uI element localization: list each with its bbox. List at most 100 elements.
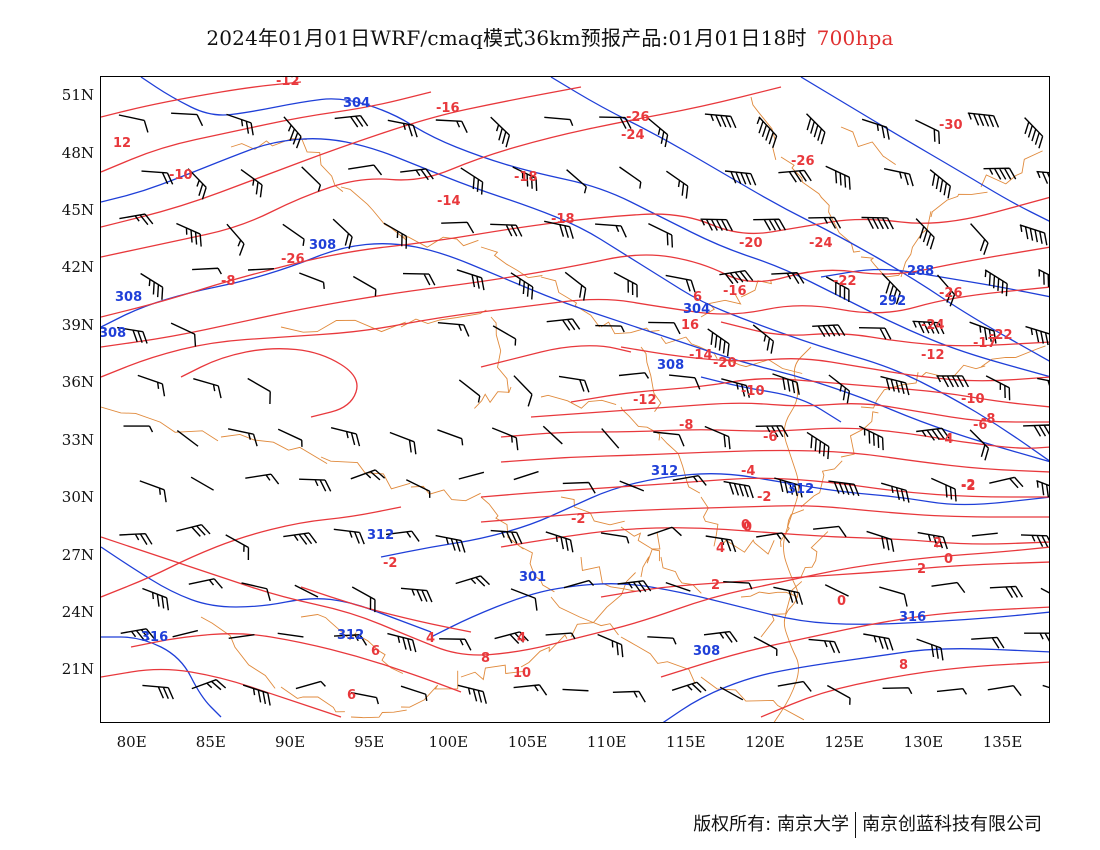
temperature-contour xyxy=(300,586,472,633)
lon-label: 120E xyxy=(745,733,785,751)
height-contour xyxy=(662,648,1049,722)
wind-barb xyxy=(400,587,433,603)
temperature-label: 8 xyxy=(481,651,490,666)
wind-barb xyxy=(985,375,1011,401)
temperature-label: -24 xyxy=(809,236,833,251)
temperature-label: -26 xyxy=(626,110,650,125)
wind-barb xyxy=(510,588,538,611)
boundary-line xyxy=(620,526,660,562)
wind-barb xyxy=(545,531,574,553)
lat-label: 39N xyxy=(61,315,94,334)
temperature-label: -2 xyxy=(961,479,975,494)
wind-barb xyxy=(618,372,650,379)
wind-barb xyxy=(171,112,204,127)
temperature-label: -18 xyxy=(551,212,575,227)
temperature-contour xyxy=(530,402,1049,423)
temperature-contour xyxy=(101,196,1049,318)
height-contour xyxy=(380,473,1049,558)
wind-barb xyxy=(915,218,935,250)
temperature-contour xyxy=(660,606,1049,678)
wind-barb xyxy=(858,327,892,340)
wind-barb xyxy=(277,428,303,447)
wind-barb xyxy=(542,425,563,445)
wind-barb xyxy=(916,638,944,661)
temperature-contour xyxy=(101,86,582,228)
wind-barb xyxy=(665,274,696,293)
temperature-label: 4 xyxy=(716,541,725,556)
temperature-label: -4 xyxy=(939,432,953,447)
boundary-line xyxy=(550,596,619,636)
boundary-line xyxy=(750,96,777,161)
temperature-contour xyxy=(720,321,1049,347)
wind-barb xyxy=(333,528,365,545)
boundary-line xyxy=(930,191,988,218)
wind-barb xyxy=(118,114,149,133)
owner-university: 南京大学 xyxy=(777,814,849,835)
wind-barb xyxy=(352,275,377,297)
temperature-label: -26 xyxy=(791,154,815,169)
wind-barb xyxy=(647,636,677,645)
wind-barb xyxy=(778,169,812,183)
wind-barbs xyxy=(117,112,1049,706)
copyright-label: 版权所有: xyxy=(693,814,772,835)
wind-barb xyxy=(863,633,894,651)
wind-barb xyxy=(915,119,941,144)
wind-barb xyxy=(612,690,646,703)
wind-barb xyxy=(813,525,847,538)
wind-barb xyxy=(824,584,849,597)
wind-barb xyxy=(700,218,733,232)
height-label: 304 xyxy=(683,302,710,317)
wind-barb xyxy=(350,691,379,705)
lat-label: 33N xyxy=(61,430,94,449)
boundary-line xyxy=(540,276,600,328)
temperature-label: -12 xyxy=(633,393,657,408)
wind-barb xyxy=(1025,325,1049,347)
wind-barb xyxy=(142,684,174,700)
temperature-label: 2 xyxy=(917,562,926,577)
height-contour xyxy=(101,138,1049,462)
wind-barb xyxy=(170,322,197,347)
wind-barb xyxy=(806,113,826,145)
wind-barb xyxy=(119,532,153,545)
wind-barb xyxy=(721,378,751,398)
boundary-line xyxy=(474,386,512,409)
wind-barb xyxy=(172,629,198,638)
temperature-contour xyxy=(101,506,402,598)
wind-barb xyxy=(301,166,322,192)
wind-barb xyxy=(929,169,951,199)
wind-barb xyxy=(773,586,804,605)
wind-barb xyxy=(752,324,775,354)
temperature-label: -10 xyxy=(169,168,193,183)
temperature-label: -2 xyxy=(383,556,397,571)
boundary-line xyxy=(620,406,661,441)
wind-barb xyxy=(936,375,970,388)
wind-barb xyxy=(117,326,148,344)
wind-barb xyxy=(861,118,890,140)
height-labels: 304 308 308 308 304 308 312 312 312 301 316 316 312 3… xyxy=(101,96,934,659)
temperature-contour xyxy=(180,348,358,418)
wind-barb xyxy=(242,684,271,706)
wind-barb xyxy=(866,530,895,552)
temperature-label: -8 xyxy=(981,412,995,427)
boundary-line xyxy=(360,636,404,674)
wind-barb xyxy=(1040,587,1049,614)
wind-barb xyxy=(141,170,174,185)
wind-barb xyxy=(119,213,154,226)
temperature-contour xyxy=(130,633,462,693)
lon-label: 125E xyxy=(824,733,864,751)
wind-barb xyxy=(400,685,428,701)
wind-barb xyxy=(595,223,627,238)
boundary-line xyxy=(480,496,524,550)
wind-barb xyxy=(753,636,778,656)
temperature-label: 8 xyxy=(899,658,908,673)
height-label: 292 xyxy=(879,294,906,309)
wind-barb xyxy=(599,116,632,129)
wind-barb xyxy=(825,276,850,303)
temperature-contour xyxy=(480,345,632,368)
boundary-line xyxy=(350,709,407,719)
temperature-contour xyxy=(600,561,1049,598)
wind-barb xyxy=(936,687,968,695)
wind-barb xyxy=(858,425,884,451)
wind-barb xyxy=(277,632,304,638)
